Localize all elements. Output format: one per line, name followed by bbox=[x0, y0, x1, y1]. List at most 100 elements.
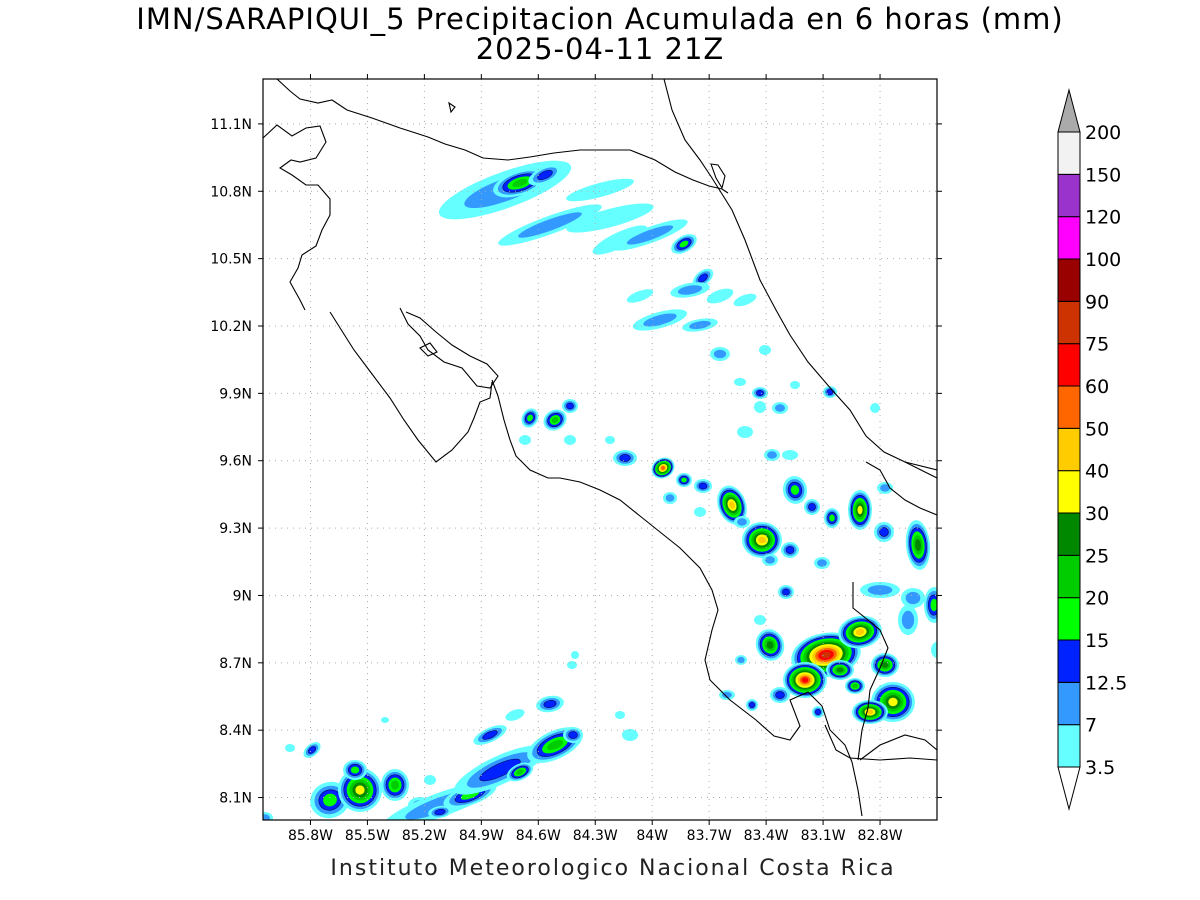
colorbar-swatch bbox=[1057, 724, 1081, 768]
rain-cell bbox=[679, 240, 689, 248]
rain-cell bbox=[626, 289, 654, 303]
rain-cell bbox=[355, 785, 365, 795]
map-frame bbox=[262, 78, 938, 821]
rain-cell bbox=[516, 769, 524, 775]
rain-cell bbox=[775, 404, 785, 412]
rain-cell bbox=[564, 435, 576, 445]
rain-cell bbox=[870, 403, 880, 413]
rain-cell bbox=[901, 610, 915, 630]
coastline-borders bbox=[263, 79, 937, 817]
lon-tick-label: 84W bbox=[636, 828, 668, 844]
footer-credit: Instituto Meteorologico Nacional Costa R… bbox=[330, 856, 896, 881]
lon-tick-label: 85.5W bbox=[345, 828, 390, 844]
colorbar-label: 75 bbox=[1085, 334, 1109, 356]
rain-cell bbox=[905, 591, 921, 605]
rain-cell bbox=[285, 744, 295, 752]
rain-cell bbox=[391, 780, 399, 790]
colorbar-label: 40 bbox=[1085, 461, 1109, 483]
rain-cell bbox=[790, 485, 800, 495]
lon-tick-label: 85.8W bbox=[288, 828, 333, 844]
lon-tick-label: 85.2W bbox=[402, 828, 447, 844]
rain-cell bbox=[381, 717, 389, 723]
rain-cell bbox=[931, 642, 937, 658]
lat-tick-label: 9.3N bbox=[219, 521, 252, 537]
lat-tick-label: 8.1N bbox=[219, 791, 252, 807]
rain-cell bbox=[661, 466, 665, 470]
map-subtitle-date: 2025-04-11 21Z bbox=[475, 32, 725, 66]
colorbar-swatch bbox=[1057, 258, 1081, 302]
rain-cell bbox=[766, 641, 774, 649]
rain-cell bbox=[713, 349, 727, 359]
rain-cell bbox=[880, 484, 890, 492]
rain-cell bbox=[706, 288, 734, 304]
colorbar-label: 20 bbox=[1085, 588, 1109, 610]
rain-cell bbox=[643, 313, 677, 327]
lon-tick-label: 84.6W bbox=[516, 828, 561, 844]
rain-cell bbox=[879, 527, 889, 537]
colorbar-label: 3.5 bbox=[1085, 757, 1115, 779]
colorbar-legend: 3.5 7 12.5 15 20 25 30 40 50 60 75 90 100 120 150 200 bbox=[1057, 88, 1127, 811]
graticule-grid bbox=[263, 79, 937, 820]
rain-cell bbox=[888, 697, 898, 707]
rain-cell bbox=[775, 691, 785, 699]
rain-cell bbox=[537, 170, 553, 180]
colorbar-label: 150 bbox=[1085, 164, 1121, 186]
colorbar-label: 50 bbox=[1085, 418, 1109, 440]
rain-cell bbox=[677, 285, 703, 295]
rain-cell bbox=[729, 501, 735, 509]
rain-cell bbox=[622, 729, 638, 741]
lat-tick-label: 10.2N bbox=[210, 319, 252, 335]
rain-cell bbox=[592, 225, 648, 255]
lon-tick-label: 83.7W bbox=[687, 828, 732, 844]
rain-cell bbox=[689, 320, 711, 330]
rain-cell bbox=[881, 662, 889, 668]
rain-cell bbox=[479, 758, 521, 782]
rain-cell bbox=[694, 507, 706, 517]
colorbar-label: 100 bbox=[1085, 249, 1121, 271]
lon-tick-label: 84.3W bbox=[573, 828, 618, 844]
colorbar-swatch bbox=[1057, 131, 1081, 175]
rain-cell bbox=[722, 691, 732, 699]
rain-cell bbox=[785, 546, 795, 554]
rain-cell bbox=[518, 212, 582, 238]
lat-tick-label: 10.5N bbox=[210, 252, 252, 268]
rain-cell bbox=[737, 426, 753, 438]
colorbar-label: 25 bbox=[1085, 545, 1109, 567]
rain-cell bbox=[758, 536, 766, 544]
rain-cell bbox=[566, 178, 634, 202]
rain-cell bbox=[519, 435, 531, 445]
colorbar-swatch bbox=[1057, 343, 1081, 387]
precipitation-field bbox=[263, 160, 937, 820]
colorbar-label: 90 bbox=[1085, 291, 1109, 313]
rain-cell bbox=[698, 482, 708, 490]
rain-cell bbox=[566, 402, 574, 410]
rain-cell bbox=[817, 559, 827, 567]
rain-cell bbox=[566, 203, 654, 233]
rain-cell bbox=[767, 451, 777, 459]
rain-cell bbox=[527, 414, 533, 422]
colorbar-label: 15 bbox=[1085, 630, 1109, 652]
rain-cell bbox=[619, 454, 631, 462]
lat-tick-label: 9.6N bbox=[219, 454, 252, 470]
rain-cell bbox=[815, 709, 821, 715]
colorbar-swatch bbox=[1057, 300, 1081, 345]
rain-cell bbox=[836, 667, 844, 673]
lat-tick-label: 8.7N bbox=[219, 656, 252, 672]
rain-cell bbox=[263, 814, 270, 820]
rain-cell bbox=[567, 661, 577, 669]
colorbar-label: 30 bbox=[1085, 503, 1109, 525]
rain-cell bbox=[852, 683, 858, 689]
rain-cell bbox=[505, 709, 525, 721]
rain-cell bbox=[424, 775, 436, 785]
colorbar-swatch bbox=[1057, 427, 1081, 472]
lon-tick-label: 83.1W bbox=[801, 828, 846, 844]
rain-cell bbox=[543, 700, 557, 708]
colorbar-label: 60 bbox=[1085, 376, 1109, 398]
rain-cell bbox=[681, 477, 687, 483]
rain-cell bbox=[749, 702, 755, 708]
colorbar-swatch bbox=[1057, 554, 1081, 599]
colorbar-swatch bbox=[1057, 681, 1081, 726]
rain-cell bbox=[759, 345, 771, 355]
rain-cell bbox=[801, 677, 809, 683]
colorbar-label: 12.5 bbox=[1085, 672, 1127, 694]
